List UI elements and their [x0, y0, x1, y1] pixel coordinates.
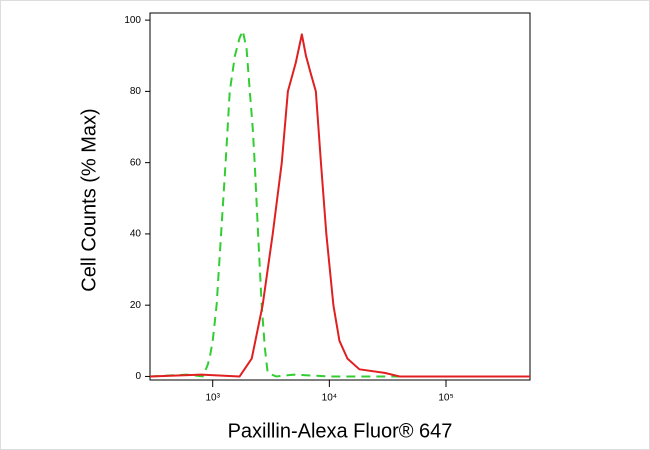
y-tick-label: 60 — [130, 157, 142, 168]
x-tick-label: 10³ — [205, 393, 220, 404]
y-tick-label: 20 — [130, 300, 142, 311]
y-axis-title: Cell Counts (% Max) — [78, 108, 100, 291]
x-tick-label: 10⁵ — [438, 393, 453, 404]
plot-frame — [149, 12, 531, 381]
histogram-line — [149, 33, 530, 378]
x-tick-label: 10⁴ — [322, 393, 337, 404]
y-tick-label: 40 — [130, 229, 142, 240]
histogram-line — [149, 29, 530, 378]
x-axis-title: Paxillin-Alexa Fluor® 647 — [228, 420, 453, 442]
y-tick-label: 0 — [135, 371, 141, 382]
y-tick-label: 80 — [130, 86, 142, 97]
y-tick-label: 100 — [124, 15, 141, 26]
